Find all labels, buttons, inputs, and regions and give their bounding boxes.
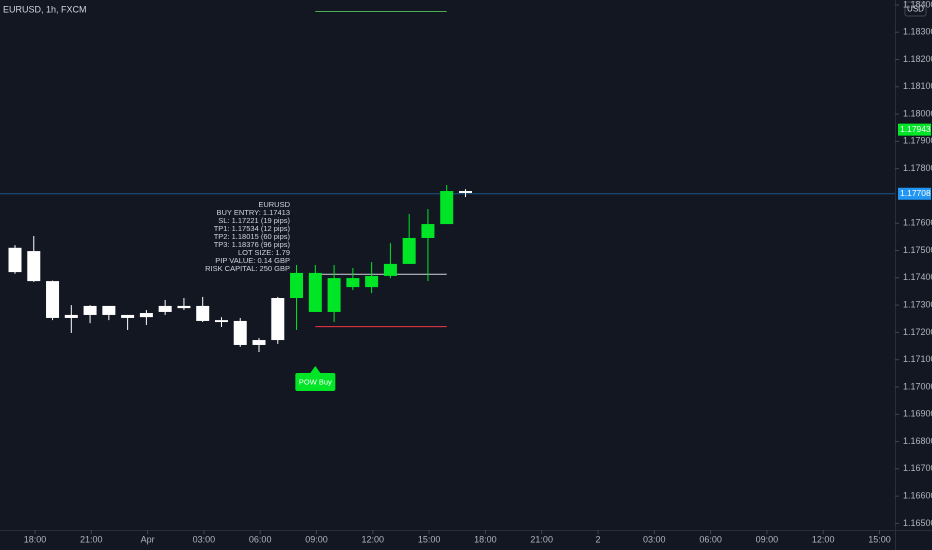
y-tick-label: 1.16800: [903, 436, 932, 446]
candle-body: [383, 263, 397, 276]
y-tick-label: 1.17800: [903, 163, 932, 173]
signal-box: [295, 373, 336, 391]
trade-info-line: BUY ENTRY: 1.17413: [216, 208, 290, 217]
candle-body: [27, 251, 41, 282]
signal-arrow: [310, 366, 321, 373]
candle-body: [421, 224, 435, 238]
x-tick-label: Apr: [141, 534, 155, 544]
candle-body: [365, 275, 379, 288]
y-tick-label: 1.18200: [903, 54, 932, 64]
y-tick-label: 1.17100: [903, 354, 932, 364]
trade-info-line: TP3: 1.18376 (96 pips): [214, 240, 291, 249]
y-tick-label: 1.17400: [903, 272, 932, 282]
symbol-title: EURUSD, 1h, FXCM: [3, 4, 87, 14]
candle-body: [102, 305, 116, 315]
x-tick-label: 12:00: [812, 534, 835, 544]
price-label-box: [898, 187, 931, 200]
candle-body: [46, 281, 60, 318]
signal-label: POW Buy: [299, 377, 332, 386]
x-tick-label: 09:00: [756, 534, 779, 544]
y-tick-label: 1.16500: [903, 518, 932, 528]
candle-body: [440, 191, 454, 225]
currency-button[interactable]: [904, 1, 927, 17]
candle-body: [83, 305, 97, 315]
y-tick-label: 1.17900: [903, 136, 932, 146]
price-label: 1.17708: [900, 188, 931, 198]
candle-body: [346, 278, 360, 288]
candle-body: [271, 298, 285, 341]
candle-body: [121, 314, 135, 318]
signal-callout: POW Buy: [295, 366, 336, 391]
candle-body: [196, 305, 210, 321]
y-tick-label: 1.17500: [903, 245, 932, 255]
y-tick-label: 1.18300: [903, 27, 932, 37]
x-tick-label: 21:00: [530, 534, 553, 544]
candle-body: [8, 247, 22, 273]
x-tick-label: 03:00: [643, 534, 666, 544]
trade-info-line: RISK CAPITAL: 250 GBP: [205, 264, 290, 273]
candle-body: [158, 305, 172, 312]
x-tick-label: 15:00: [418, 534, 441, 544]
candle-body: [139, 313, 153, 318]
candle-body: [327, 278, 341, 312]
x-tick-label: 18:00: [474, 534, 497, 544]
x-tick-label: 2: [595, 534, 600, 544]
y-tick-label: 1.17200: [903, 327, 932, 337]
candle-body: [214, 320, 228, 323]
x-tick-label: 06:00: [249, 534, 272, 544]
candle-body: [252, 340, 266, 345]
x-tick-label: 15:00: [868, 534, 891, 544]
candle-body: [308, 272, 322, 312]
trade-info-line: PIP VALUE: 0.14 GBP: [215, 256, 290, 265]
x-tick-label: 21:00: [80, 534, 103, 544]
x-tick-label: 06:00: [699, 534, 722, 544]
y-tick-label: 1.17000: [903, 381, 932, 391]
candle-body: [177, 305, 191, 309]
trade-info-line: LOT SIZE: 1.79: [238, 248, 290, 257]
x-tick-label: 03:00: [193, 534, 216, 544]
y-tick-label: 1.18100: [903, 81, 932, 91]
trade-info-line: TP2: 1.18015 (60 pips): [214, 232, 291, 241]
candle-body: [233, 320, 247, 345]
x-tick-label: 09:00: [305, 534, 328, 544]
y-tick-label: 1.18000: [903, 108, 932, 118]
price-label-box: [898, 123, 931, 136]
x-tick-label: 18:00: [24, 534, 47, 544]
candle-body: [64, 314, 78, 318]
y-tick-label: 1.18400: [903, 0, 932, 9]
candle-body: [402, 237, 416, 264]
y-tick-label: 1.17600: [903, 218, 932, 228]
y-tick-label: 1.17300: [903, 299, 932, 309]
trade-info-line: EURUSD: [258, 200, 290, 209]
candle-body: [458, 191, 472, 193]
price-label: 1.17943: [900, 124, 931, 134]
y-tick-label: 1.16700: [903, 463, 932, 473]
y-tick-label: 1.16900: [903, 409, 932, 419]
currency-label[interactable]: USD: [907, 5, 924, 14]
trade-info-line: TP1: 1.17534 (12 pips): [214, 224, 291, 233]
candle-body: [290, 272, 304, 299]
x-tick-label: 12:00: [362, 534, 385, 544]
y-tick-label: 1.16600: [903, 491, 932, 501]
trade-info-line: SL: 1.17221 (19 pips): [218, 216, 290, 225]
